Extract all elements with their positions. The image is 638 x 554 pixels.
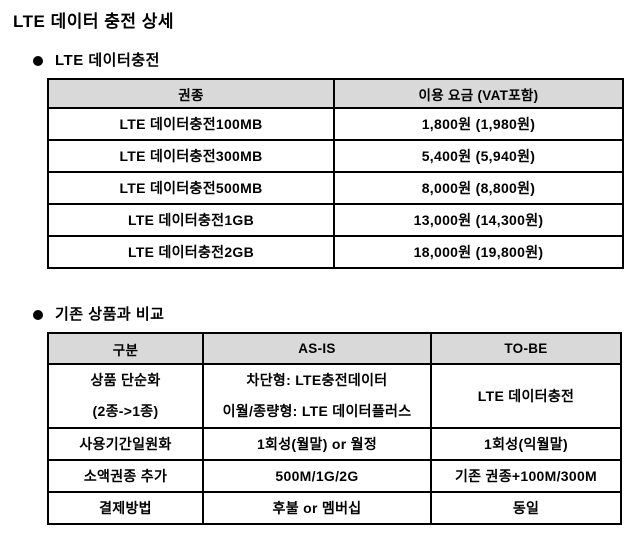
document: LTE 데이터 충전 상세 LTE 데이터충전 권종 이용 요금 (VAT포함)… <box>13 12 638 525</box>
charge-fee-cell: 13,000원 (14,300원) <box>333 203 624 237</box>
comparison-category-cell: 사용기간일원화 <box>47 427 204 461</box>
as-is-line: 차단형: LTE충전데이터 <box>246 372 388 388</box>
charge-table-header-type: 권종 <box>47 78 335 109</box>
page-title: LTE 데이터 충전 상세 <box>13 12 174 31</box>
as-is-line: 이월/종량형: LTE 데이터플러스 <box>222 403 412 419</box>
comparison-header-category: 구분 <box>47 332 204 365</box>
comparison-header-as-is: AS-IS <box>202 332 432 365</box>
table-row: LTE 데이터충전100MB 1,800원 (1,980원) <box>47 107 624 141</box>
section-heading-charge-label: LTE 데이터충전 <box>55 52 160 69</box>
section-heading-comparison-label: 기존 상품과 비교 <box>55 306 165 323</box>
comparison-as-is-cell: 후불 or 멤버십 <box>202 491 432 525</box>
section-heading-comparison: 기존 상품과 비교 <box>33 305 638 324</box>
comparison-as-is-cell: 차단형: LTE충전데이터 이월/종량형: LTE 데이터플러스 <box>202 363 432 429</box>
comparison-table-header-row: 구분 AS-IS TO-BE <box>47 332 622 365</box>
charge-type-cell: LTE 데이터충전2GB <box>47 235 335 269</box>
comparison-to-be-cell: 동일 <box>430 491 622 525</box>
comparison-to-be-cell: 1회성(익월말) <box>430 427 622 461</box>
table-row: 상품 단순화 (2종->1종) 차단형: LTE충전데이터 이월/종량형: LT… <box>47 363 622 429</box>
charge-table: 권종 이용 요금 (VAT포함) LTE 데이터충전100MB 1,800원 (… <box>47 78 624 269</box>
comparison-to-be-cell: 기존 권종+100M/300M <box>430 459 622 493</box>
table-row: 결제방법 후불 or 멤버십 동일 <box>47 491 622 525</box>
charge-fee-cell: 1,800원 (1,980원) <box>333 107 624 141</box>
charge-fee-cell: 8,000원 (8,800원) <box>333 171 624 205</box>
comparison-category-cell: 상품 단순화 (2종->1종) <box>47 363 204 429</box>
category-line: 상품 단순화 <box>90 372 161 388</box>
comparison-as-is-cell: 500M/1G/2G <box>202 459 432 493</box>
table-row: 사용기간일원화 1회성(월말) or 월정 1회성(익월말) <box>47 427 622 461</box>
charge-table-header-fee: 이용 요금 (VAT포함) <box>333 78 624 109</box>
comparison-as-is-cell: 1회성(월말) or 월정 <box>202 427 432 461</box>
charge-table-header-row: 권종 이용 요금 (VAT포함) <box>47 78 624 109</box>
charge-type-cell: LTE 데이터충전100MB <box>47 107 335 141</box>
table-row: 소액권종 추가 500M/1G/2G 기존 권종+100M/300M <box>47 459 622 493</box>
charge-fee-cell: 5,400원 (5,940원) <box>333 139 624 173</box>
bullet-icon <box>33 55 43 66</box>
charge-type-cell: LTE 데이터충전500MB <box>47 171 335 205</box>
category-line: (2종->1종) <box>92 403 159 419</box>
charge-type-cell: LTE 데이터충전300MB <box>47 139 335 173</box>
charge-fee-cell: 18,000원 (19,800원) <box>333 235 624 269</box>
bullet-icon <box>33 309 43 320</box>
table-row: LTE 데이터충전2GB 18,000원 (19,800원) <box>47 235 624 269</box>
comparison-header-to-be: TO-BE <box>430 332 622 365</box>
comparison-to-be-cell: LTE 데이터충전 <box>430 363 622 429</box>
comparison-category-cell: 결제방법 <box>47 491 204 525</box>
comparison-category-cell: 소액권종 추가 <box>47 459 204 493</box>
table-row: LTE 데이터충전300MB 5,400원 (5,940원) <box>47 139 624 173</box>
charge-type-cell: LTE 데이터충전1GB <box>47 203 335 237</box>
section-heading-charge: LTE 데이터충전 <box>33 51 638 70</box>
table-row: LTE 데이터충전1GB 13,000원 (14,300원) <box>47 203 624 237</box>
table-row: LTE 데이터충전500MB 8,000원 (8,800원) <box>47 171 624 205</box>
comparison-table: 구분 AS-IS TO-BE 상품 단순화 (2종->1종) 차단형: LTE충… <box>47 332 622 525</box>
